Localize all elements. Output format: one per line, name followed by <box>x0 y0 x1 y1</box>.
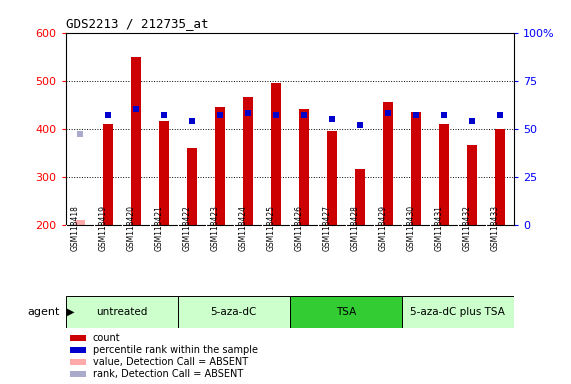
Bar <box>215 107 224 225</box>
Text: 5-aza-dC: 5-aza-dC <box>211 307 257 317</box>
Text: GSM118424: GSM118424 <box>239 205 248 251</box>
Text: GSM118421: GSM118421 <box>155 205 164 251</box>
Bar <box>103 124 112 225</box>
Text: GSM118420: GSM118420 <box>127 205 136 251</box>
Text: TSA: TSA <box>336 307 356 317</box>
Bar <box>178 296 289 328</box>
Text: GSM118430: GSM118430 <box>407 205 416 251</box>
Bar <box>299 109 309 225</box>
Bar <box>131 57 140 225</box>
Text: GSM118419: GSM118419 <box>99 205 108 251</box>
Bar <box>402 296 514 328</box>
Text: GSM118431: GSM118431 <box>435 205 444 251</box>
Text: rank, Detection Call = ABSENT: rank, Detection Call = ABSENT <box>93 369 243 379</box>
Bar <box>383 102 393 225</box>
Text: agent: agent <box>27 307 60 317</box>
Bar <box>66 296 178 328</box>
Bar <box>439 124 449 225</box>
Text: GSM118423: GSM118423 <box>211 205 220 251</box>
Text: GSM118429: GSM118429 <box>379 205 388 251</box>
Text: GSM118427: GSM118427 <box>323 205 332 251</box>
Text: GSM118425: GSM118425 <box>267 205 276 251</box>
Bar <box>70 335 86 341</box>
Bar <box>495 129 505 225</box>
Bar <box>70 371 86 377</box>
Bar <box>355 169 365 225</box>
Bar <box>467 146 477 225</box>
Text: GDS2213 / 212735_at: GDS2213 / 212735_at <box>66 17 208 30</box>
Text: percentile rank within the sample: percentile rank within the sample <box>93 345 258 355</box>
Text: untreated: untreated <box>96 307 147 317</box>
Bar <box>271 83 281 225</box>
Bar <box>75 220 85 225</box>
Bar <box>159 121 168 225</box>
Text: 5-aza-dC plus TSA: 5-aza-dC plus TSA <box>411 307 505 317</box>
Text: GSM118418: GSM118418 <box>71 205 80 251</box>
Text: count: count <box>93 333 120 343</box>
Bar <box>327 131 337 225</box>
Text: GSM118432: GSM118432 <box>463 205 472 251</box>
Text: value, Detection Call = ABSENT: value, Detection Call = ABSENT <box>93 357 248 367</box>
Text: ▶: ▶ <box>67 307 74 317</box>
Bar <box>411 112 421 225</box>
Bar <box>70 347 86 353</box>
Bar <box>187 148 196 225</box>
Text: GSM118428: GSM118428 <box>351 205 360 251</box>
Bar <box>243 98 252 225</box>
Text: GSM118433: GSM118433 <box>491 205 500 251</box>
Bar <box>70 359 86 365</box>
Bar <box>290 296 402 328</box>
Text: GSM118422: GSM118422 <box>183 205 192 251</box>
Text: GSM118426: GSM118426 <box>295 205 304 251</box>
